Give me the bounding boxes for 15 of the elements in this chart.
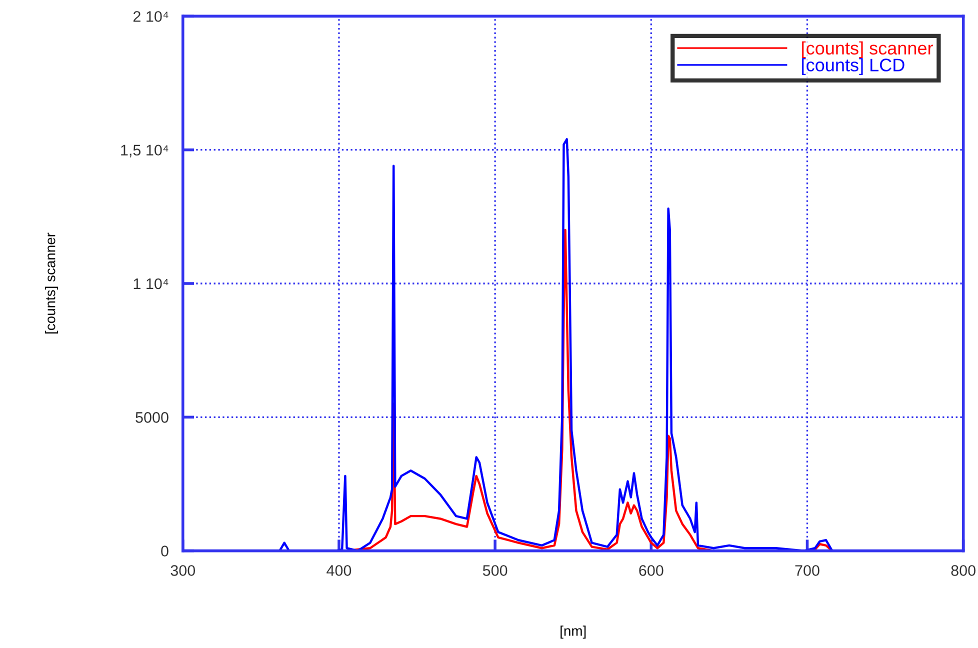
y-axis-title: [counts] scanner	[45, 232, 58, 334]
y-tick-label: 2 10⁴	[133, 11, 168, 22]
y-tick-label: 1,5 10⁴	[121, 144, 168, 158]
x-tick-label: 400	[326, 565, 352, 576]
y-tick-label: 0	[161, 546, 168, 556]
y-tick-label: 1 10⁴	[134, 278, 168, 290]
text: [counts] scanner	[802, 41, 933, 58]
x-tick-label: 500	[482, 565, 508, 576]
x-tick-label: 600	[639, 565, 664, 576]
x-tick-label: 800	[951, 565, 976, 576]
text: [counts] LCD	[802, 58, 904, 75]
x-axis-title: [nm]	[560, 626, 586, 639]
x-tick-label: 300	[170, 565, 196, 576]
x-tick-label: 700	[795, 565, 820, 576]
y-tick-label: 5000	[136, 412, 168, 423]
